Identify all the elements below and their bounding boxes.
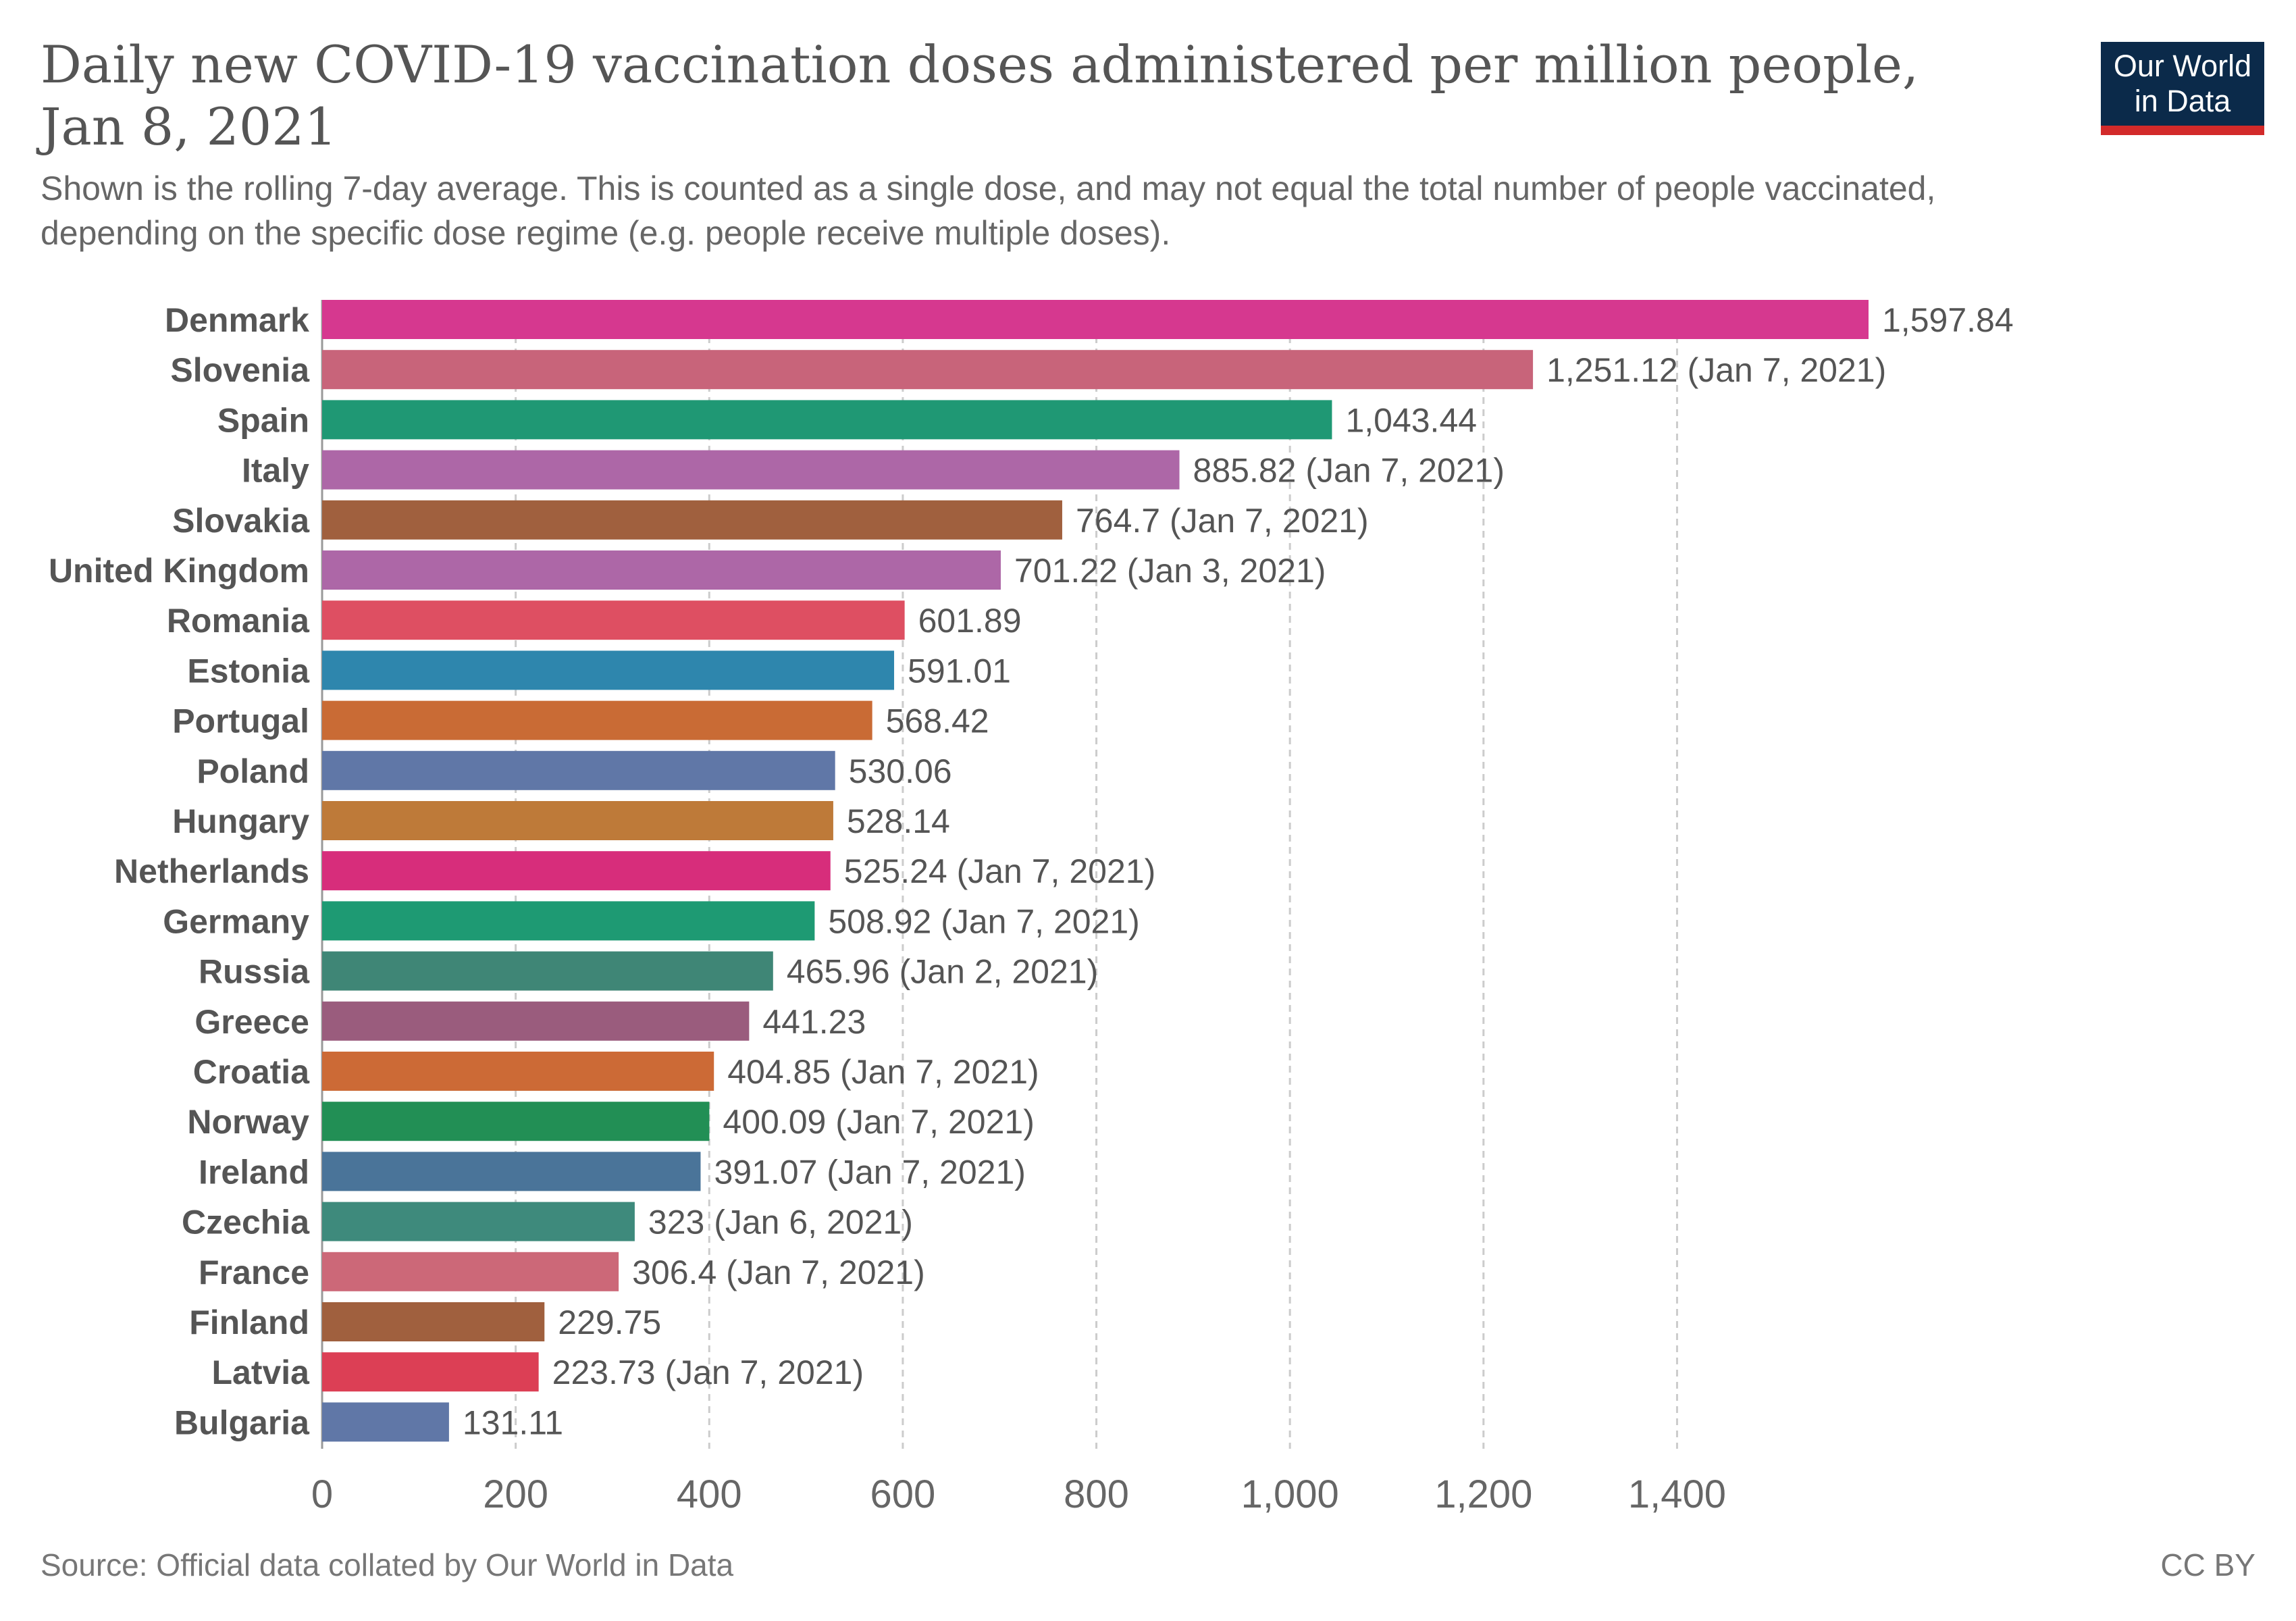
x-tick-label: 600 <box>870 1472 936 1516</box>
value-label: 568.42 <box>886 702 989 740</box>
category-label[interactable]: Slovakia <box>172 502 310 540</box>
value-label: 441.23 <box>762 1003 866 1041</box>
category-label[interactable]: United Kingdom <box>49 552 309 590</box>
x-tick-label: 800 <box>1064 1472 1129 1516</box>
bar-bulgaria[interactable] <box>322 1402 449 1442</box>
value-label: 530.06 <box>849 752 952 790</box>
logo-line-1: Our World <box>2113 49 2252 83</box>
bar-spain[interactable] <box>322 400 1332 440</box>
x-tick-label: 1,400 <box>1628 1472 1726 1516</box>
category-label[interactable]: Poland <box>197 752 309 790</box>
value-label: 229.75 <box>558 1304 661 1341</box>
x-tick-label: 400 <box>677 1472 742 1516</box>
value-label: 404.85 (Jan 7, 2021) <box>727 1053 1039 1091</box>
bar-germany[interactable] <box>322 901 815 941</box>
category-label[interactable]: France <box>199 1254 309 1291</box>
value-label: 391.07 (Jan 7, 2021) <box>714 1153 1025 1191</box>
category-label[interactable]: Portugal <box>172 702 309 740</box>
category-label[interactable]: Greece <box>194 1003 309 1041</box>
bar-france[interactable] <box>322 1252 619 1291</box>
bar-finland[interactable] <box>322 1302 545 1341</box>
bar-chart: 0 200 400 600 800 1,000 1,200 1,400 Denmark 1,597… <box>49 300 2014 1516</box>
category-label[interactable]: Italy <box>242 452 309 490</box>
category-label[interactable]: Bulgaria <box>174 1404 310 1441</box>
value-label: 223.73 (Jan 7, 2021) <box>552 1354 864 1391</box>
value-label: 701.22 (Jan 3, 2021) <box>1014 552 1326 590</box>
value-label: 131.11 <box>463 1404 563 1441</box>
value-label: 465.96 (Jan 2, 2021) <box>787 953 1098 991</box>
bar-netherlands[interactable] <box>322 851 831 891</box>
category-label[interactable]: Latvia <box>211 1354 310 1391</box>
category-label[interactable]: Russia <box>199 953 310 991</box>
bar-poland[interactable] <box>322 750 835 790</box>
bar-norway[interactable] <box>322 1102 710 1141</box>
value-label: 528.14 <box>847 802 950 840</box>
bar-slovakia[interactable] <box>322 500 1062 540</box>
bar-greece[interactable] <box>322 1001 750 1041</box>
source-note[interactable]: Source: Official data collated by Our Wo… <box>41 1547 734 1583</box>
x-tick-label: 0 <box>311 1472 333 1516</box>
value-label: 1,043.44 <box>1345 401 1477 439</box>
bar-united-kingdom[interactable] <box>322 550 1001 590</box>
bar-ireland[interactable] <box>322 1152 701 1191</box>
category-label[interactable]: Netherlands <box>114 852 309 890</box>
category-label[interactable]: Romania <box>167 602 310 640</box>
category-label[interactable]: Estonia <box>187 652 310 690</box>
value-label: 1,597.84 <box>1882 301 2014 339</box>
owid-logo[interactable]: Our World in Data <box>2101 42 2264 135</box>
value-label: 400.09 (Jan 7, 2021) <box>723 1103 1034 1141</box>
x-tick-label: 200 <box>483 1472 548 1516</box>
category-label[interactable]: Czechia <box>182 1204 310 1241</box>
logo-line-2: in Data <box>2134 84 2231 118</box>
license-link[interactable]: CC BY <box>2160 1547 2255 1583</box>
value-label: 601.89 <box>918 602 1022 640</box>
value-label: 885.82 (Jan 7, 2021) <box>1193 452 1505 490</box>
bar-hungary[interactable] <box>322 801 833 840</box>
x-tick-label: 1,000 <box>1241 1472 1339 1516</box>
chart-title: Daily new COVID-19 vaccination doses adm… <box>41 34 1919 157</box>
bar-portugal[interactable] <box>322 700 872 740</box>
category-label[interactable]: Hungary <box>172 802 309 840</box>
bar-estonia[interactable] <box>322 650 895 690</box>
category-label[interactable]: Germany <box>163 902 309 940</box>
value-label: 1,251.12 (Jan 7, 2021) <box>1546 351 1886 389</box>
value-label: 525.24 (Jan 7, 2021) <box>844 852 1155 890</box>
category-label[interactable]: Norway <box>187 1103 309 1141</box>
x-tick-label: 1,200 <box>1434 1472 1532 1516</box>
value-label: 323 (Jan 6, 2021) <box>648 1204 913 1241</box>
category-label[interactable]: Slovenia <box>170 351 310 389</box>
category-label[interactable]: Finland <box>189 1304 309 1341</box>
chart-subtitle: Shown is the rolling 7-day average. This… <box>41 170 1936 252</box>
category-label[interactable]: Denmark <box>165 301 309 339</box>
value-label: 764.7 (Jan 7, 2021) <box>1076 502 1369 540</box>
bar-latvia[interactable] <box>322 1352 539 1392</box>
bar-russia[interactable] <box>322 951 773 991</box>
category-label[interactable]: Croatia <box>193 1053 310 1091</box>
category-label[interactable]: Ireland <box>199 1153 309 1191</box>
bar-czechia[interactable] <box>322 1202 635 1241</box>
value-label: 306.4 (Jan 7, 2021) <box>632 1254 925 1291</box>
bar-croatia[interactable] <box>322 1052 714 1091</box>
value-label: 591.01 <box>908 652 1011 690</box>
bar-italy[interactable] <box>322 450 1180 490</box>
bar-denmark[interactable] <box>322 300 1869 339</box>
bar-romania[interactable] <box>322 600 905 640</box>
bar-slovenia[interactable] <box>322 350 1534 390</box>
category-label[interactable]: Spain <box>217 401 309 439</box>
value-label: 508.92 (Jan 7, 2021) <box>828 902 1139 940</box>
